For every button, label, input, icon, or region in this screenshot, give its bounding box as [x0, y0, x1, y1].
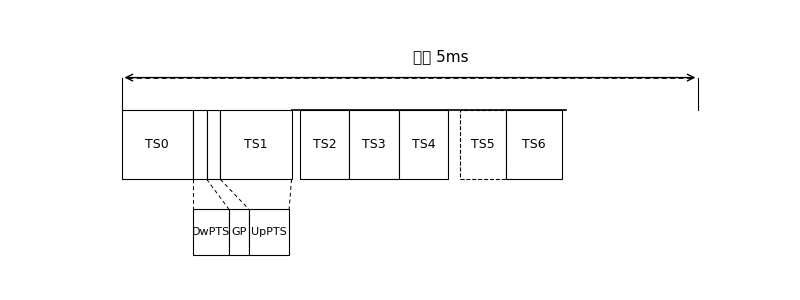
- Polygon shape: [350, 110, 399, 179]
- Text: TS6: TS6: [522, 138, 546, 151]
- Polygon shape: [193, 110, 206, 179]
- Polygon shape: [220, 110, 291, 179]
- Polygon shape: [249, 209, 289, 256]
- Text: TS4: TS4: [412, 138, 435, 151]
- Text: TS1: TS1: [244, 138, 268, 151]
- Text: TS3: TS3: [362, 138, 386, 151]
- Text: 子帧 5ms: 子帧 5ms: [413, 49, 469, 64]
- Polygon shape: [122, 110, 193, 179]
- Text: TS0: TS0: [146, 138, 170, 151]
- Text: TS2: TS2: [313, 138, 336, 151]
- Polygon shape: [300, 110, 350, 179]
- Polygon shape: [506, 110, 562, 179]
- Polygon shape: [399, 110, 449, 179]
- Text: DwPTS: DwPTS: [192, 227, 230, 237]
- Polygon shape: [206, 110, 220, 179]
- Polygon shape: [193, 209, 229, 256]
- Polygon shape: [459, 110, 506, 179]
- Text: GP: GP: [231, 227, 246, 237]
- Text: TS5: TS5: [471, 138, 494, 151]
- Polygon shape: [229, 209, 249, 256]
- Text: UpPTS: UpPTS: [251, 227, 287, 237]
